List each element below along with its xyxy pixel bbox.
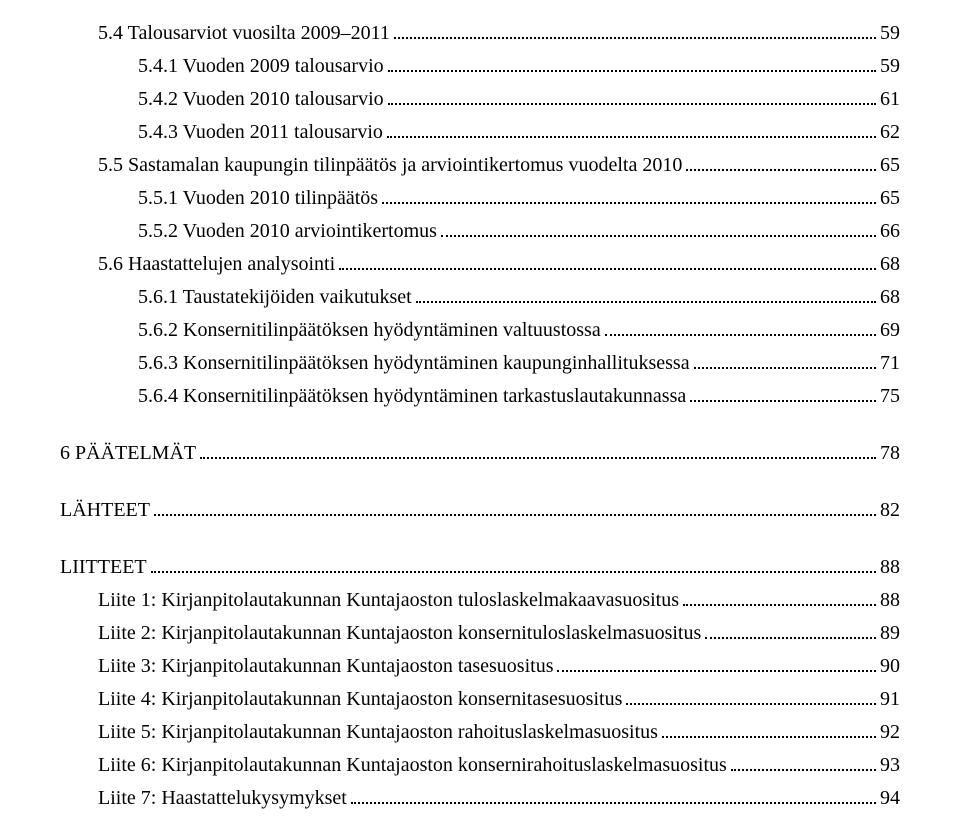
toc-entry-page: 68 <box>880 282 900 313</box>
toc-leader-dots <box>388 87 876 105</box>
toc-entry-label: 5.6.1 Taustatekijöiden vaikutukset <box>138 282 412 313</box>
toc-entry: Liite 3: Kirjanpitolautakunnan Kuntajaos… <box>60 651 900 682</box>
toc-entry-label: 5.6 Haastattelujen analysointi <box>98 249 335 280</box>
toc-entry: Liite 6: Kirjanpitolautakunnan Kuntajaos… <box>60 750 900 781</box>
toc-leader-dots <box>683 588 876 606</box>
toc-entry-page: 88 <box>880 552 900 583</box>
toc-leader-dots <box>416 285 876 303</box>
toc-entry-label: Liite 1: Kirjanpitolautakunnan Kuntajaos… <box>98 585 679 616</box>
toc-entry-page: 69 <box>880 315 900 346</box>
toc-entry-page: 92 <box>880 717 900 748</box>
toc-entry-label: Liite 7: Haastattelukysymykset <box>98 783 347 814</box>
toc-entry-label: 5.4 Talousarviot vuosilta 2009–2011 <box>98 18 390 49</box>
toc-entry-label: 5.4.2 Vuoden 2010 talousarvio <box>138 84 384 115</box>
toc-entry-label: 6 PÄÄTELMÄT <box>60 438 196 469</box>
toc-leader-dots <box>731 753 876 771</box>
toc-entry-page: 90 <box>880 651 900 682</box>
toc-entry-page: 66 <box>880 216 900 247</box>
toc-entry: 5.4 Talousarviot vuosilta 2009–2011 59 <box>60 18 900 49</box>
toc-leader-dots <box>605 318 876 336</box>
toc-entry-label: LIITTEET <box>60 552 147 583</box>
toc-entry-page: 59 <box>880 18 900 49</box>
toc-entry-page: 61 <box>880 84 900 115</box>
toc-entry: 5.6.2 Konsernitilinpäätöksen hyödyntämin… <box>60 315 900 346</box>
toc-entry: 5.5 Sastamalan kaupungin tilinpäätös ja … <box>60 150 900 181</box>
toc-entry: Liite 1: Kirjanpitolautakunnan Kuntajaos… <box>60 585 900 616</box>
toc-entry-label: Liite 3: Kirjanpitolautakunnan Kuntajaos… <box>98 651 553 682</box>
toc-leader-dots <box>662 720 876 738</box>
toc-entry-page: 91 <box>880 684 900 715</box>
toc-entry: Liite 7: Haastattelukysymykset 94 <box>60 783 900 814</box>
toc-entry: 5.6.4 Konsernitilinpäätöksen hyödyntämin… <box>60 381 900 412</box>
toc-entry-page: 65 <box>880 150 900 181</box>
toc-leader-dots <box>151 555 876 573</box>
toc-entry-page: 59 <box>880 51 900 82</box>
toc-leader-dots <box>394 21 876 39</box>
toc-leader-dots <box>557 654 876 672</box>
toc-entry-label: 5.6.4 Konsernitilinpäätöksen hyödyntämin… <box>138 381 686 412</box>
toc-entry-page: 75 <box>880 381 900 412</box>
toc-leader-dots <box>382 186 876 204</box>
toc-entry-label: 5.5.1 Vuoden 2010 tilinpäätös <box>138 183 378 214</box>
toc-entry-label: 5.6.2 Konsernitilinpäätöksen hyödyntämin… <box>138 315 601 346</box>
toc-entry-page: 71 <box>880 348 900 379</box>
toc-leader-dots <box>200 441 876 459</box>
table-of-contents: 5.4 Talousarviot vuosilta 2009–2011595.4… <box>60 18 900 814</box>
toc-entry-label: Liite 6: Kirjanpitolautakunnan Kuntajaos… <box>98 750 727 781</box>
toc-entry: 5.5.2 Vuoden 2010 arviointikertomus 66 <box>60 216 900 247</box>
toc-entry-label: 5.4.1 Vuoden 2009 talousarvio <box>138 51 384 82</box>
toc-leader-dots <box>351 786 876 804</box>
toc-leader-dots <box>154 498 876 516</box>
toc-entry-page: 88 <box>880 585 900 616</box>
toc-entry: Liite 2: Kirjanpitolautakunnan Kuntajaos… <box>60 618 900 649</box>
toc-entry-label: LÄHTEET <box>60 495 150 526</box>
toc-entry: 5.6.1 Taustatekijöiden vaikutukset 68 <box>60 282 900 313</box>
toc-leader-dots <box>388 54 876 72</box>
toc-entry: 5.6 Haastattelujen analysointi 68 <box>60 249 900 280</box>
toc-entry-label: 5.4.3 Vuoden 2011 talousarvio <box>138 117 383 148</box>
toc-entry-page: 65 <box>880 183 900 214</box>
toc-entry-label: Liite 2: Kirjanpitolautakunnan Kuntajaos… <box>98 618 701 649</box>
toc-entry-label: Liite 4: Kirjanpitolautakunnan Kuntajaos… <box>98 684 622 715</box>
toc-entry-page: 62 <box>880 117 900 148</box>
toc-entry-label: Liite 5: Kirjanpitolautakunnan Kuntajaos… <box>98 717 658 748</box>
toc-leader-dots <box>339 252 876 270</box>
toc-entry: LÄHTEET 82 <box>60 495 900 526</box>
toc-entry-page: 94 <box>880 783 900 814</box>
toc-entry-page: 82 <box>880 495 900 526</box>
toc-entry: 6 PÄÄTELMÄT 78 <box>60 438 900 469</box>
toc-leader-dots <box>694 351 876 369</box>
toc-entry: 5.6.3 Konsernitilinpäätöksen hyödyntämin… <box>60 348 900 379</box>
toc-entry-page: 89 <box>880 618 900 649</box>
toc-entry: LIITTEET 88 <box>60 552 900 583</box>
toc-entry: 5.4.3 Vuoden 2011 talousarvio 62 <box>60 117 900 148</box>
toc-leader-dots <box>626 687 876 705</box>
toc-entry: 5.4.1 Vuoden 2009 talousarvio 59 <box>60 51 900 82</box>
toc-entry: 5.5.1 Vuoden 2010 tilinpäätös 65 <box>60 183 900 214</box>
toc-entry-page: 68 <box>880 249 900 280</box>
toc-leader-dots <box>387 120 876 138</box>
toc-leader-dots <box>690 384 876 402</box>
toc-entry: 5.4.2 Vuoden 2010 talousarvio 61 <box>60 84 900 115</box>
toc-entry-label: 5.5 Sastamalan kaupungin tilinpäätös ja … <box>98 150 682 181</box>
toc-entry: Liite 4: Kirjanpitolautakunnan Kuntajaos… <box>60 684 900 715</box>
toc-entry-label: 5.5.2 Vuoden 2010 arviointikertomus <box>138 216 437 247</box>
toc-leader-dots <box>686 153 876 171</box>
toc-leader-dots <box>441 219 876 237</box>
toc-entry: Liite 5: Kirjanpitolautakunnan Kuntajaos… <box>60 717 900 748</box>
toc-entry-page: 93 <box>880 750 900 781</box>
toc-entry-label: 5.6.3 Konsernitilinpäätöksen hyödyntämin… <box>138 348 690 379</box>
toc-entry-page: 78 <box>880 438 900 469</box>
toc-leader-dots <box>705 621 876 639</box>
